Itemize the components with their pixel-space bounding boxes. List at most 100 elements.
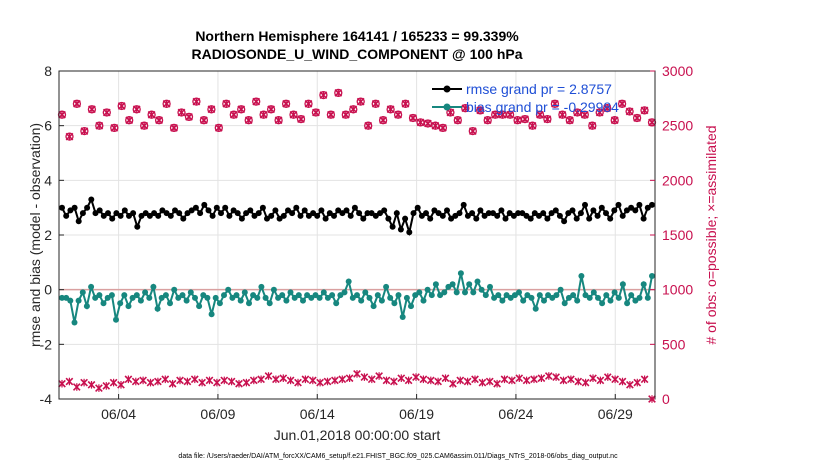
- bias-point: [416, 289, 423, 296]
- obs-possible-marker: [311, 108, 321, 117]
- obs-assimilated-marker: [176, 376, 184, 385]
- obs-possible-marker: [647, 118, 657, 127]
- x-tick-label: 06/14: [300, 406, 335, 422]
- bias-point: [187, 289, 194, 296]
- obs-possible-marker: [446, 108, 455, 117]
- bias-point: [603, 292, 610, 299]
- obs-assimilated-marker: [508, 376, 516, 385]
- rmse-point: [397, 226, 404, 233]
- obs-assimilated-marker: [65, 377, 74, 386]
- bias-point: [644, 294, 651, 301]
- legend-entry-rmse: rmse grand pr = 2.8757: [466, 81, 612, 97]
- bias-point: [237, 297, 244, 304]
- y-axis-label-right: # of obs: o=possible; ×=assimilated: [703, 125, 719, 344]
- obs-possible-marker: [528, 121, 537, 130]
- obs-possible-marker: [199, 116, 209, 125]
- rmse-point: [356, 210, 363, 217]
- rmse-point: [649, 201, 655, 208]
- legend-marker-bias: [443, 103, 451, 111]
- bias-point: [333, 300, 340, 307]
- bias-point: [262, 294, 269, 301]
- rmse-point: [632, 207, 639, 214]
- obs-possible-marker: [192, 97, 201, 106]
- obs-assimilated-marker: [205, 376, 214, 385]
- obs-assimilated-marker: [611, 375, 619, 384]
- rmse-point: [364, 210, 371, 217]
- obs-possible-marker: [252, 97, 261, 106]
- rmse-point: [259, 204, 266, 211]
- y-tick-label-right: 2500: [662, 118, 693, 134]
- rmse-point: [314, 212, 321, 219]
- obs-assimilated-marker: [235, 379, 243, 388]
- rmse-point: [385, 215, 392, 222]
- obs-possible-marker: [453, 116, 462, 125]
- obs-possible-marker: [505, 110, 515, 119]
- rmse-point: [444, 207, 450, 214]
- bias-point: [270, 286, 277, 293]
- bias-point: [283, 297, 290, 304]
- obs-assimilated-marker: [102, 382, 111, 390]
- bias-point: [96, 292, 103, 299]
- rmse-point: [293, 204, 300, 211]
- bias-point: [495, 292, 502, 299]
- obs-possible-marker: [595, 108, 604, 117]
- rmse-point: [414, 204, 421, 211]
- rmse-point: [619, 212, 626, 219]
- obs-assimilated-marker: [146, 378, 155, 387]
- obs-possible-marker: [640, 106, 649, 115]
- bias-point: [378, 297, 385, 304]
- obs-possible-marker: [207, 105, 216, 114]
- bias-point: [341, 289, 348, 296]
- rmse-point: [347, 212, 354, 219]
- bias-point: [636, 294, 643, 301]
- x-axis-label: Jun.01,2018 00:00:00 start: [274, 427, 441, 443]
- obs-possible-marker: [244, 116, 253, 125]
- obs-possible-marker: [184, 112, 194, 122]
- obs-possible-marker: [632, 113, 642, 123]
- rmse-point: [389, 223, 396, 230]
- x-tick-label: 06/04: [101, 406, 136, 422]
- obs-possible-marker: [371, 99, 380, 108]
- obs-assimilated-marker: [434, 377, 442, 386]
- obs-possible-marker: [214, 123, 223, 133]
- obs-assimilated-marker: [471, 375, 479, 384]
- bias-point: [162, 292, 169, 299]
- obs-assimilated-marker: [109, 378, 118, 387]
- obs-assimilated-marker: [117, 380, 125, 389]
- bias-point: [424, 286, 431, 293]
- bias-point: [233, 292, 240, 299]
- rmse-point: [180, 215, 187, 222]
- rmse-point: [590, 207, 597, 214]
- obs-assimilated-marker: [183, 377, 192, 386]
- bias-point: [428, 292, 435, 299]
- obs-assimilated-marker: [485, 377, 494, 386]
- obs-possible-marker: [65, 132, 74, 141]
- obs-assimilated-marker: [419, 375, 428, 384]
- legend: rmse grand pr = 2.8757 bias grand pr = -…: [432, 81, 619, 115]
- obs-assimilated-marker: [456, 376, 465, 385]
- rmse-point: [280, 212, 287, 219]
- obs-assimilated-marker: [567, 375, 575, 384]
- rmse-point: [213, 204, 220, 211]
- bias-point: [466, 281, 473, 288]
- obs-assimilated-marker: [345, 374, 354, 383]
- obs-assimilated-marker: [131, 377, 140, 386]
- bias-point: [387, 294, 394, 301]
- obs-assimilated-marker: [257, 375, 265, 384]
- obs-possible-marker: [72, 99, 82, 108]
- bias-point: [557, 286, 564, 293]
- rmse-point: [603, 210, 609, 217]
- bias-point: [607, 297, 614, 304]
- series-group: [57, 88, 657, 403]
- rmse-point: [96, 207, 103, 214]
- bias-point: [150, 283, 157, 290]
- bias-point: [192, 294, 198, 301]
- obs-possible-marker: [349, 105, 358, 114]
- obs-assimilated-marker: [618, 377, 627, 386]
- obs-assimilated-marker: [294, 378, 302, 387]
- bias-point: [137, 297, 144, 304]
- obs-assimilated-marker: [390, 377, 398, 386]
- rmse-point: [79, 210, 86, 217]
- obs-assimilated-marker: [227, 377, 236, 386]
